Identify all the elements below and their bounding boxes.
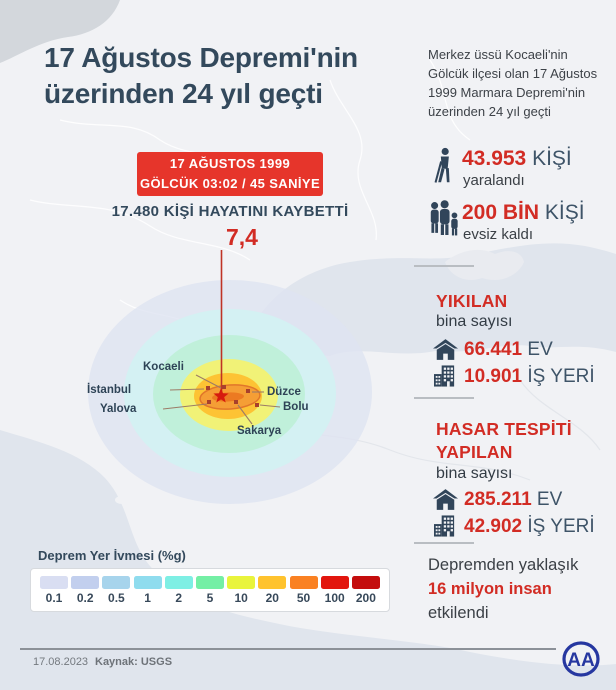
legend-item: 2 <box>164 575 194 605</box>
legend-label: 0.5 <box>108 590 125 605</box>
collapsed-workplaces-unit: İŞ YERİ <box>527 366 595 387</box>
legend-swatch <box>40 575 68 589</box>
assessed-homes-stat: 285.211 EV <box>464 489 562 511</box>
legend-label: 100 <box>324 590 345 605</box>
city-label-yalova: Yalova <box>100 403 137 415</box>
aa-logo: AA <box>558 636 604 682</box>
legend-swatch <box>71 575 100 589</box>
injured-caption: yaralandı <box>463 172 525 189</box>
legend-label: 10 <box>234 590 248 605</box>
legend-item: 5 <box>195 575 225 605</box>
shake-intensity-zones <box>88 280 372 504</box>
assessed-workplaces-value: 42.902 <box>464 516 523 537</box>
crimea-peninsula <box>445 249 524 281</box>
injured-value: 43.953 <box>462 147 527 170</box>
footer-divider <box>20 648 556 650</box>
house-icon <box>433 489 458 510</box>
legend-label: 1 <box>144 590 151 605</box>
affected-line2: etkilendi <box>428 603 489 622</box>
legend-swatch <box>258 575 287 589</box>
map-corner-landmass <box>0 0 120 63</box>
event-badge: 17 AĞUSTOS 1999 GÖLCÜK 03:02 / 45 SANİYE <box>137 152 323 196</box>
injured-person-icon <box>430 147 456 185</box>
city-label-duzce: Düzce <box>267 386 301 398</box>
assessed-title: HASAR TESPİTİ YAPILAN <box>436 419 572 462</box>
legend-title: Deprem Yer İvmesi (%g) <box>38 548 186 563</box>
legend-label: 2 <box>175 590 183 605</box>
page-title: 17 Ağustos Depremi'nin üzerinden 24 yıl … <box>44 42 358 110</box>
city-label-bolu: Bolu <box>283 401 309 413</box>
legend-item: 50 <box>289 575 319 605</box>
collapsed-homes-value: 66.441 <box>464 339 523 360</box>
legend-label: 200 <box>355 590 376 605</box>
legend-swatch <box>164 575 193 589</box>
legend-swatch <box>351 575 380 589</box>
section-divider-1 <box>414 265 474 267</box>
city-label-istanbul: İstanbul <box>87 384 132 396</box>
legend-item: 20 <box>257 575 287 605</box>
legend-swatch <box>320 575 349 589</box>
legend-item: 1 <box>133 575 163 605</box>
event-badge-time: GÖLCÜK 03:02 / 45 SANİYE <box>139 176 321 191</box>
legend-label: 0.1 <box>45 590 63 605</box>
legend-swatch <box>102 575 131 589</box>
affected-line1: Depremden yaklaşık <box>428 556 579 574</box>
collapsed-workplaces-value: 10.901 <box>464 366 523 387</box>
footer-source: Kaynak: USGS <box>95 656 173 668</box>
legend-item: 0.5 <box>101 575 131 605</box>
affected-highlight: 16 milyon insan <box>428 579 552 598</box>
assessed-subtitle: bina sayısı <box>436 465 513 482</box>
section-divider-2 <box>414 397 474 399</box>
family-icon <box>428 199 460 239</box>
homeless-unit: KİŞİ <box>544 201 585 224</box>
legend-swatch <box>133 575 162 589</box>
legend: 0.1 0.2 0.5 1 2 5 10 20 50 100 200 <box>30 568 390 612</box>
homeless-caption: evsiz kaldı <box>463 226 534 243</box>
intro-paragraph: Merkez üssü Kocaeli'nin Gölcük ilçesi ol… <box>428 47 598 119</box>
legend-item: 200 <box>351 575 381 605</box>
legend-item: 0.2 <box>70 575 100 605</box>
collapsed-title: YIKILAN <box>436 291 508 311</box>
legend-label: 5 <box>206 590 214 605</box>
affected-text: Depremden yaklaşık 16 milyon insan etkil… <box>428 554 608 626</box>
legend-label: 0.2 <box>76 590 94 605</box>
legend-swatch <box>227 575 256 589</box>
legend-item: 100 <box>320 575 350 605</box>
city-label-sakarya: Sakarya <box>237 425 282 437</box>
office-building-icon <box>434 515 457 537</box>
epicenter-star-icon <box>213 388 229 403</box>
legend-swatch <box>289 575 318 589</box>
death-toll-text: 17.480 KİŞİ HAYATINI KAYBETTİ <box>111 203 349 220</box>
section-divider-3 <box>414 542 474 544</box>
collapsed-subtitle: bina sayısı <box>436 313 513 330</box>
mediterranean-sea <box>0 430 616 690</box>
city-label-kocaeli: Kocaeli <box>143 361 184 373</box>
city-dots <box>206 385 259 407</box>
assessed-homes-unit: EV <box>536 489 563 510</box>
legend-swatch <box>195 575 224 589</box>
footer-date: 17.08.2023 <box>33 656 89 668</box>
aa-logo-text: AA <box>567 650 595 671</box>
legend-item: 0.1 <box>39 575 69 605</box>
injured-stat: 43.953 KİŞİ <box>462 147 572 171</box>
homeless-stat: 200 BİN KİŞİ <box>462 201 585 225</box>
collapsed-workplaces-stat: 10.901 İŞ YERİ <box>464 366 595 388</box>
homeless-value: 200 BİN <box>462 201 540 224</box>
legend-label: 50 <box>296 590 311 605</box>
legend-item: 10 <box>226 575 256 605</box>
assessed-workplaces-stat: 42.902 İŞ YERİ <box>464 516 595 538</box>
collapsed-homes-stat: 66.441 EV <box>464 339 553 361</box>
house-icon <box>433 339 458 360</box>
event-badge-date: 17 AĞUSTOS 1999 <box>169 155 291 171</box>
assessed-homes-value: 285.211 <box>464 489 532 510</box>
legend-label: 20 <box>265 590 279 605</box>
injured-unit: KİŞİ <box>532 147 572 170</box>
city-leader-lines <box>162 374 281 425</box>
office-building-icon <box>434 365 457 387</box>
magnitude-value: 7,4 <box>226 224 258 250</box>
collapsed-homes-unit: EV <box>527 339 553 360</box>
assessed-workplaces-unit: İŞ YERİ <box>527 516 595 537</box>
